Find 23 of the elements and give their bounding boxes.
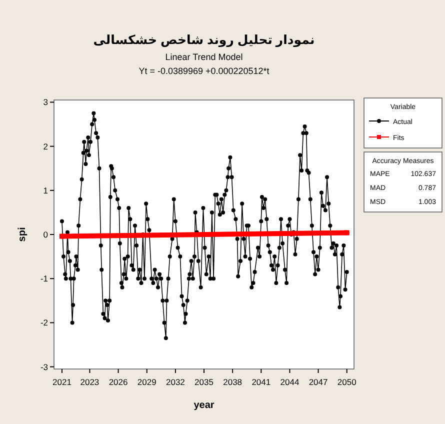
y-tick-label: -2 — [40, 318, 48, 328]
x-tick-label: 2023 — [80, 377, 100, 387]
x-axis-title: year — [194, 400, 214, 411]
x-tick-label: 2035 — [194, 377, 214, 387]
y-tick-label: 2 — [43, 141, 48, 152]
x-tick-label: 2032 — [166, 377, 186, 387]
chart-title: نمودار تحلیل روند شاخص خشکسالی — [93, 33, 315, 48]
chart-subtitle: Linear Trend Model — [165, 52, 243, 62]
y-axis-title: spi — [17, 227, 28, 242]
x-tick-label: 2050 — [337, 377, 357, 387]
x-tick-label: 2041 — [252, 377, 271, 387]
y-tick-label: -1 — [40, 274, 48, 284]
x-tick-label: 2047 — [308, 377, 328, 387]
x-tick-label: 2044 — [280, 377, 300, 387]
x-tick-label: 2021 — [52, 377, 72, 387]
x-tick-label: 2026 — [108, 377, 128, 387]
y-tick-label: -3 — [40, 362, 48, 372]
y-tick-label: 3 — [43, 97, 48, 108]
y-tick-label: 0 — [43, 230, 48, 240]
y-tick-label: 1 — [43, 185, 48, 196]
text: Yt = -0.0389969 +0.000220512*t — [138, 66, 270, 76]
x-tick-label: 2029 — [137, 377, 157, 387]
x-tick-label: 2038 — [223, 377, 242, 387]
